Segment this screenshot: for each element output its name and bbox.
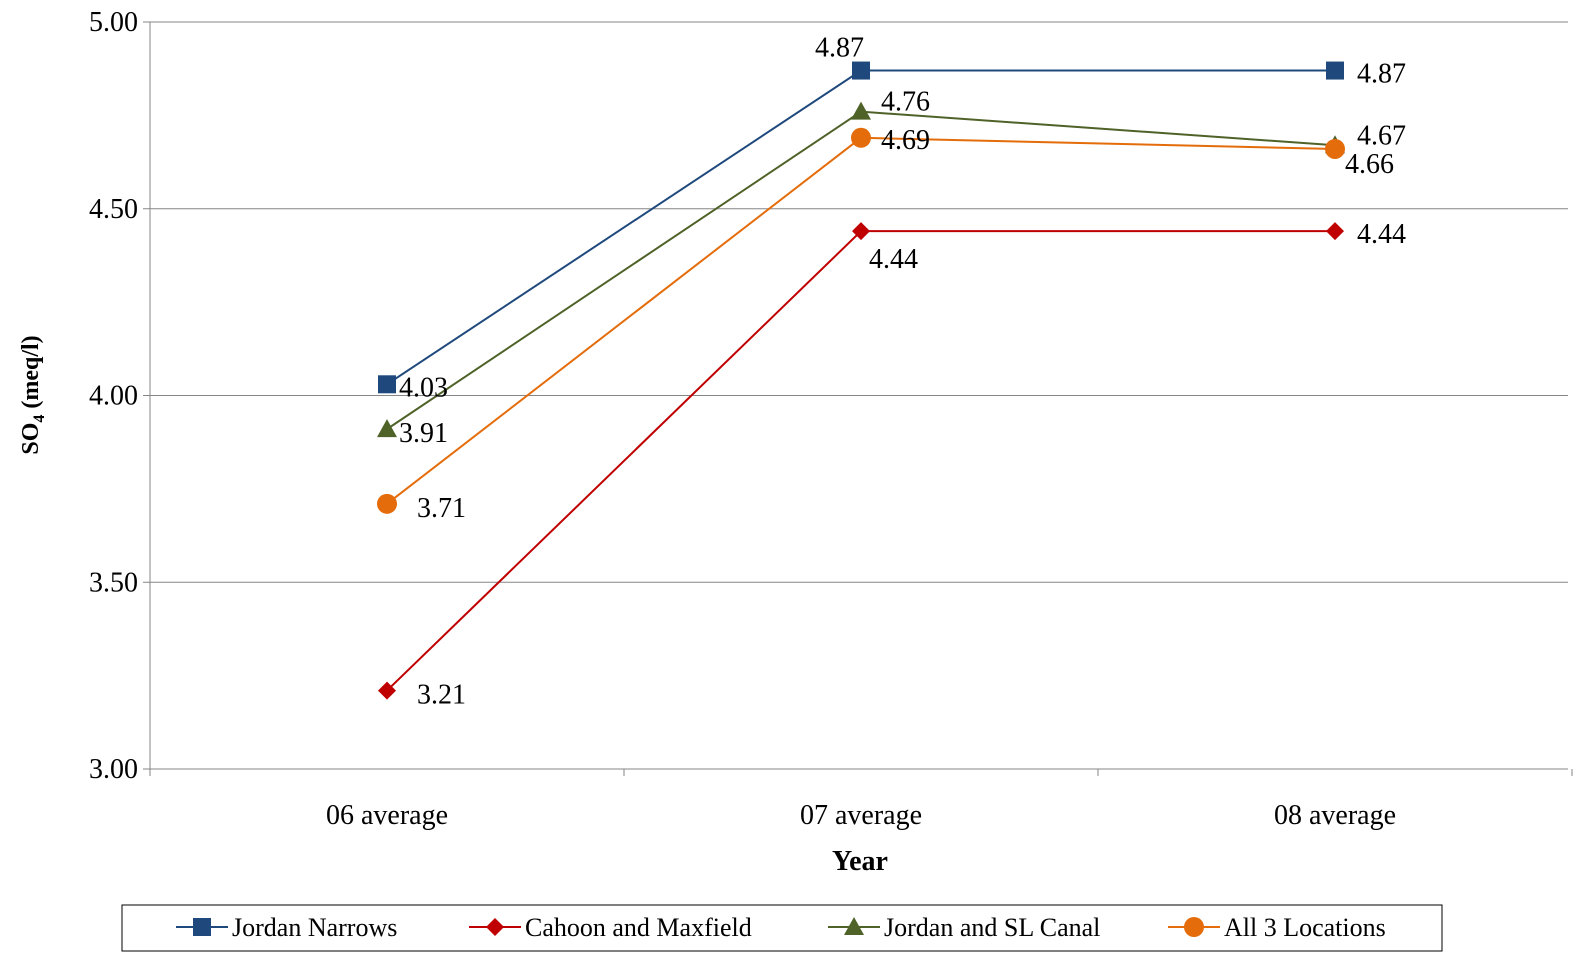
axes: [143, 21, 1573, 776]
legend-item: Jordan and SL Canal: [828, 913, 1100, 942]
legend-label: Jordan Narrows: [232, 913, 397, 942]
data-label: 4.67: [1357, 120, 1406, 151]
data-point-marker: [1326, 222, 1344, 241]
y-axis-title-main: SO: [18, 423, 44, 455]
data-label: 4.03: [399, 372, 448, 403]
y-tick-labels: 3.00 3.50 4.00 4.50 5.00: [89, 7, 138, 785]
data-point-marker: [851, 101, 871, 120]
data-point-marker: [378, 681, 396, 700]
x-tick-label: 08 average: [1274, 800, 1396, 831]
legend-marker: [1184, 917, 1204, 937]
legend: Jordan Narrows Cahoon and Maxfield Jordan …: [121, 904, 1443, 952]
legend-item: Cahoon and Maxfield: [469, 913, 752, 942]
x-tick-labels: 06 average 07 average 08 average: [326, 800, 1396, 831]
y-tick-label: 4.50: [89, 194, 138, 225]
legend-marker: [193, 918, 211, 936]
x-tick-label: 07 average: [800, 800, 922, 831]
y-tick-label: 3.00: [89, 754, 138, 785]
data-point-marker: [852, 222, 870, 241]
data-label: 4.87: [1357, 59, 1406, 90]
data-point-marker: [378, 375, 396, 394]
data-label: 4.76: [881, 87, 930, 118]
series-line: [386, 136, 1336, 505]
legend-box: [121, 904, 1443, 952]
series-all-3-locations: [377, 127, 1345, 514]
data-point-marker: [851, 127, 871, 148]
y-axis-title: SO4 (meq/l): [18, 335, 48, 454]
data-point-marker: [1326, 61, 1344, 80]
data-point-marker: [377, 493, 397, 514]
series-jordan-narrows: [378, 61, 1344, 394]
data-label: 4.44: [1357, 219, 1406, 250]
series-line: [386, 110, 1336, 430]
data-label: 4.69: [881, 125, 930, 156]
legend-label: All 3 Locations: [1224, 913, 1386, 942]
y-tick-label: 3.50: [89, 567, 138, 598]
data-point-marker: [852, 61, 870, 80]
y-tick-label: 5.00: [89, 7, 138, 38]
series-line: [386, 230, 1335, 692]
x-tick-label: 06 average: [326, 800, 448, 831]
legend-marker: [486, 918, 504, 936]
gridlines: [150, 21, 1568, 583]
y-tick-label: 4.00: [89, 381, 138, 412]
legend-item: All 3 Locations: [1168, 913, 1386, 942]
y-axis-title-suffix: (meq/l): [18, 335, 44, 414]
legend-label: Jordan and SL Canal: [884, 913, 1100, 942]
x-axis-title: Year: [832, 846, 888, 877]
data-label: 3.21: [417, 680, 466, 711]
data-label: 3.71: [417, 493, 466, 524]
y-axis-title-subscript: 4: [31, 415, 48, 423]
series-jordan-and-sl-canal: [377, 101, 1345, 438]
legend-marker: [844, 917, 864, 935]
data-labels: 4.03 4.87 4.87 3.21 4.44 4.44 3.91 4.76 4.67 3.71…: [399, 33, 1406, 711]
data-label: 3.91: [399, 418, 448, 449]
data-label: 4.44: [869, 244, 918, 275]
data-point-marker: [377, 419, 397, 438]
legend-item: Jordan Narrows: [176, 913, 397, 942]
legend-label: Cahoon and Maxfield: [525, 913, 752, 942]
data-label: 4.87: [815, 33, 864, 64]
data-label: 4.66: [1345, 149, 1394, 180]
series-group: [377, 61, 1345, 700]
data-point-marker: [1325, 138, 1345, 159]
series-cahoon-and-maxfield: [378, 222, 1344, 700]
